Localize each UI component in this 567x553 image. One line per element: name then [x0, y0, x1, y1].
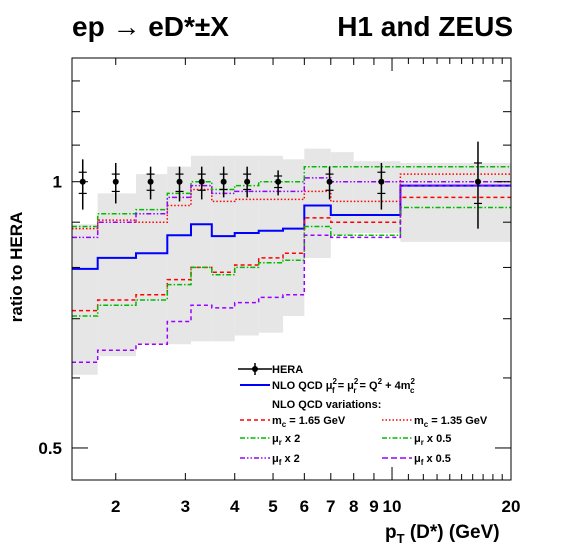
- x-tick-label: 4: [230, 497, 240, 516]
- band-bin: [167, 166, 191, 345]
- chart-title-right: H1 and ZEUS: [337, 11, 513, 42]
- band-bin: [72, 224, 98, 375]
- hera-point: [198, 178, 205, 185]
- x-tick-label: 2: [111, 497, 120, 516]
- hera-point: [220, 178, 227, 185]
- band-bin: [258, 155, 284, 333]
- hera-point: [275, 178, 282, 185]
- x-tick-label: 9: [369, 497, 378, 516]
- chart-title-left: ep → eD*±X: [72, 11, 229, 42]
- y-axis-label: ratio to HERA: [7, 212, 26, 323]
- series-line-6: [72, 184, 511, 364]
- legend-hera-marker: [252, 366, 258, 372]
- plot-frame: [71, 57, 512, 481]
- legend-mur05-label: μr x 0.5: [414, 433, 451, 447]
- axis-ticks: 2 3 4 5 6 7 8 9 10 20 0.5 1: [38, 58, 520, 516]
- band-bin: [97, 193, 136, 357]
- x-tick-label: 8: [349, 497, 358, 516]
- series-line-1: [72, 196, 511, 312]
- legend-mc165-label: mc = 1.65 GeV: [272, 415, 346, 429]
- band-bin: [283, 159, 305, 316]
- legend-muf05-label: μf x 0.5: [414, 453, 451, 467]
- legend-muf2-label: μf x 2: [272, 453, 300, 467]
- uncertainty-band: [72, 148, 511, 375]
- band-bin: [400, 162, 511, 242]
- x-tick-label: 3: [181, 497, 190, 516]
- band-bin: [135, 174, 168, 345]
- x-tick-label: 7: [326, 497, 335, 516]
- band-bin: [304, 148, 331, 258]
- series-line-2: [72, 173, 511, 230]
- legend-variations-header: NLO QCD variations:: [272, 399, 381, 411]
- band-bin: [190, 155, 212, 342]
- x-axis-label: pT (D*) (GeV): [385, 522, 500, 546]
- x-tick-label: 5: [268, 497, 277, 516]
- hera-point: [176, 178, 183, 185]
- x-tick-label: 20: [502, 497, 521, 516]
- hera-point: [112, 178, 119, 185]
- y-tick-label: 0.5: [38, 439, 62, 458]
- hera-point: [378, 178, 385, 185]
- legend-mur2-label: μr x 2: [272, 433, 300, 447]
- legend-hera-label: HERA: [272, 364, 303, 376]
- hera-point: [244, 178, 251, 185]
- series-line-3: [72, 206, 511, 317]
- hera-point: [474, 178, 481, 185]
- hera-data-points: [78, 141, 482, 229]
- band-bin: [353, 161, 401, 234]
- legend-mc135-label: mc = 1.35 GeV: [414, 415, 488, 429]
- series-line-0: [72, 184, 511, 270]
- plot-area: 2 3 4 5 6 7 8 9 10 20 0.5 1: [38, 57, 520, 516]
- y-tick-label: 1: [53, 173, 62, 192]
- x-tick-label: 10: [383, 497, 402, 516]
- hera-point: [147, 178, 154, 185]
- band-bin: [234, 155, 259, 336]
- x-tick-label: 6: [300, 497, 309, 516]
- legend: HERA NLO QCD μ2 f = μ2 r = Q2 + 4m2 c NLO Q…: [238, 363, 488, 467]
- hera-point: [326, 178, 333, 185]
